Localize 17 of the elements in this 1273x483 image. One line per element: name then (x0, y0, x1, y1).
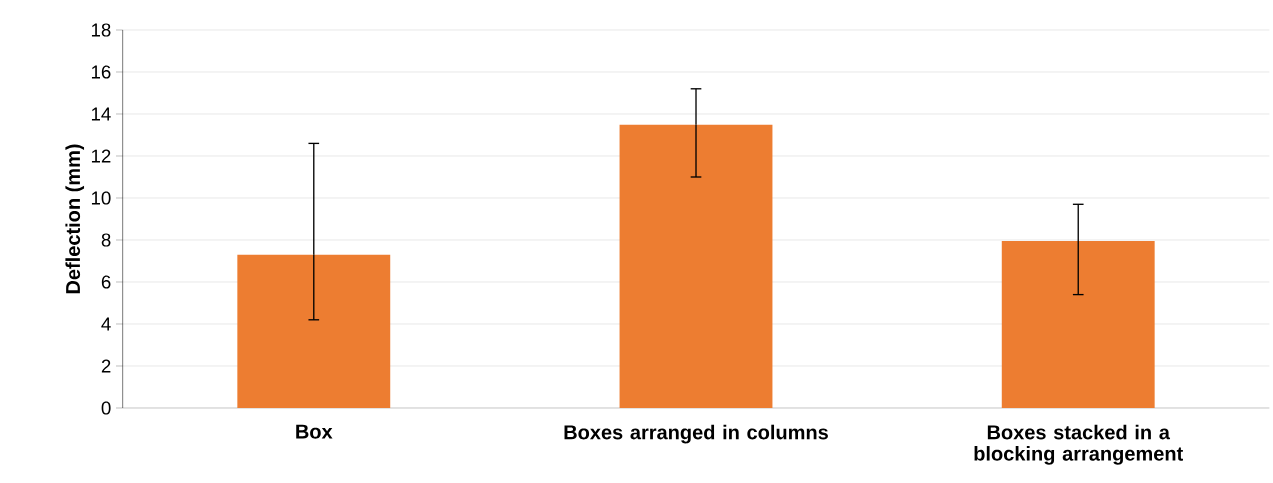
x-tick-label: Boxes arranged in columns (564, 424, 828, 444)
y-tick-label: 4 (101, 317, 111, 331)
y-axis-title: Deflection (mm) (65, 144, 85, 294)
y-tick-label: 16 (91, 65, 111, 79)
y-tick-label: 0 (101, 401, 111, 415)
y-tick-label: 10 (91, 191, 111, 205)
y-tick-label: 14 (91, 107, 111, 121)
y-tick-label: 6 (101, 275, 111, 289)
bar (1001, 241, 1155, 408)
y-tick-label: 18 (91, 23, 111, 37)
y-tick-label: 2 (101, 359, 111, 373)
x-tick-label: Boxes stacked in a blocking arrangement (974, 424, 1183, 465)
bar (619, 124, 773, 408)
x-tick-label: Box (296, 424, 333, 439)
y-tick-label: 12 (91, 149, 111, 163)
bar (237, 254, 391, 408)
y-tick-label: 8 (101, 233, 111, 247)
